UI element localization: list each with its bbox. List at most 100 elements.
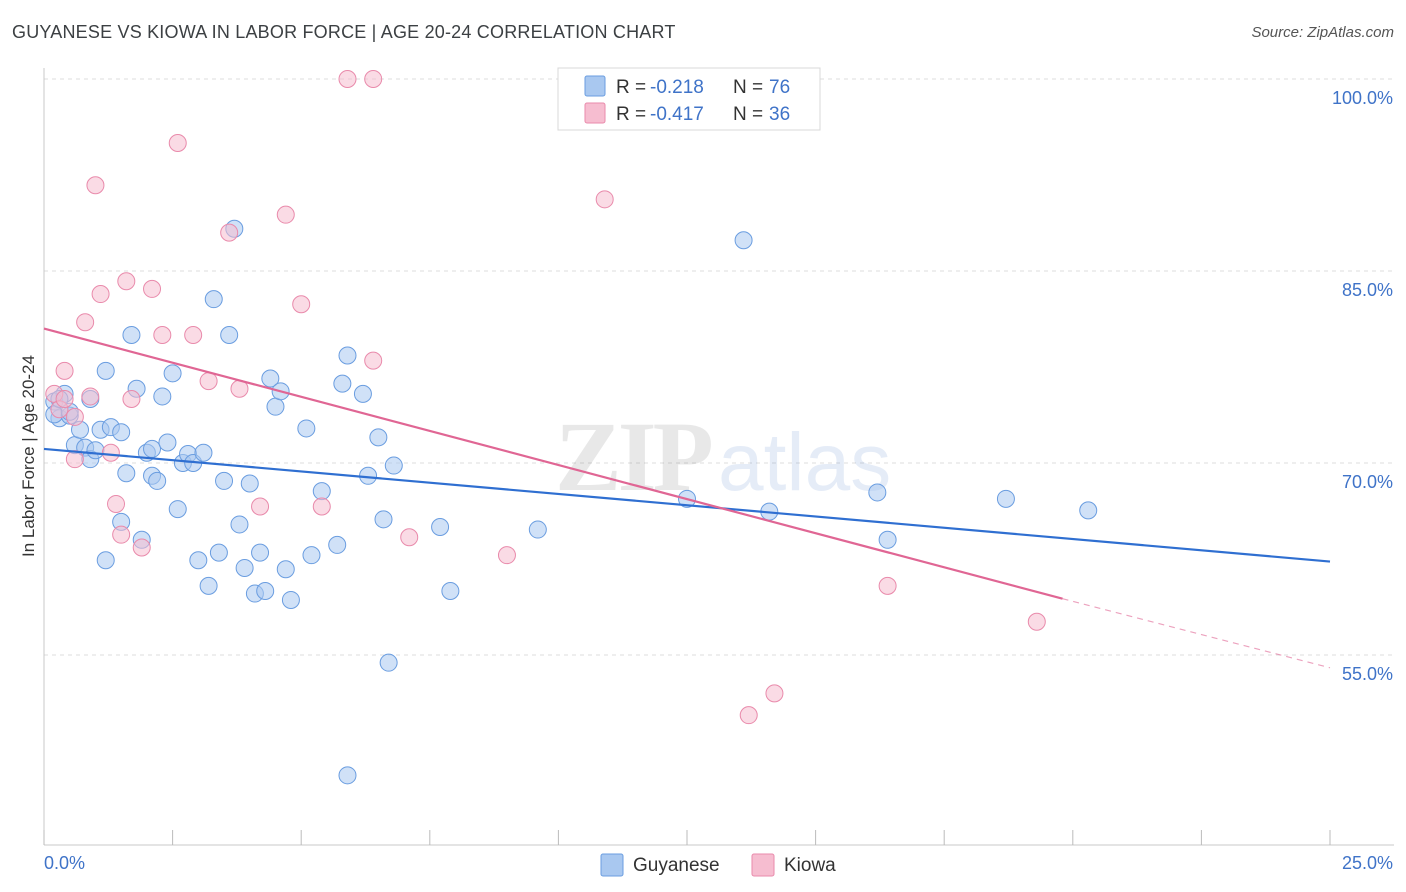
kiowa-point	[112, 525, 131, 544]
guyanese-point	[96, 551, 115, 570]
bottom-legend-swatch-kiowa	[751, 853, 775, 877]
kiowa-trend-line-extension	[1062, 598, 1331, 669]
kiowa-point	[55, 390, 74, 408]
kiowa-point	[76, 313, 95, 332]
legend-r-label-guyanese: R =	[616, 77, 646, 98]
chart-title: GUYANESE VS KIOWA IN LABOR FORCE | AGE 2…	[12, 22, 676, 42]
guyanese-point	[297, 419, 316, 438]
guyanese-point	[86, 441, 105, 460]
guyanese-point	[230, 515, 249, 534]
guyanese-point	[148, 471, 167, 490]
kiowa-point	[101, 443, 120, 462]
kiowa-trend-line	[43, 327, 1063, 600]
kiowa-point	[312, 497, 331, 516]
guyanese-point	[204, 290, 223, 309]
kiowa-point	[251, 497, 270, 516]
guyanese-point	[338, 346, 357, 365]
legend-n-label-guyanese: N =	[733, 77, 763, 98]
kiowa-point	[220, 223, 239, 242]
guyanese-point	[240, 474, 259, 493]
guyanese-point	[734, 231, 753, 250]
chart-source: Source: ZipAtlas.com	[1251, 24, 1394, 41]
guyanese-trend-line	[43, 447, 1331, 563]
kiowa-point	[81, 387, 100, 406]
guyanese-point	[996, 489, 1015, 508]
legend-n-label-kiowa: N =	[733, 104, 763, 125]
guyanese-point	[199, 576, 218, 595]
legend-swatch-guyanese	[584, 75, 606, 97]
guyanese-point	[117, 464, 136, 483]
x-tick-labels: 0.0% 25.0%	[44, 853, 1393, 873]
guyanese-point	[261, 369, 280, 388]
y-tick-label: 55.0%	[1342, 664, 1393, 684]
guyanese-point	[158, 433, 177, 452]
data-points	[45, 70, 1098, 785]
guyanese-point	[209, 543, 228, 562]
kiowa-point	[168, 134, 187, 152]
guyanese-point	[251, 543, 270, 562]
kiowa-point	[91, 285, 110, 304]
guyanese-point	[112, 423, 131, 442]
guyanese-point	[379, 653, 398, 672]
zipatlas-watermark: ZIP atlas	[555, 401, 891, 512]
guyanese-point	[441, 582, 460, 600]
legend-r-label-kiowa: R =	[616, 104, 646, 125]
y-tick-label: 70.0%	[1342, 472, 1393, 492]
guyanese-point	[153, 387, 172, 406]
kiowa-point	[117, 272, 136, 291]
guyanese-point	[194, 443, 213, 462]
kiowa-point	[276, 205, 295, 224]
kiowa-point	[364, 351, 383, 370]
y-tick-label: 85.0%	[1342, 280, 1393, 300]
guyanese-point	[384, 456, 403, 475]
x-tick-label-min: 0.0%	[44, 853, 85, 873]
bottom-legend-label-kiowa: Kiowa	[784, 855, 836, 876]
bottom-legend-swatch-guyanese	[600, 853, 624, 877]
y-tick-labels: 55.0% 70.0% 85.0% 100.0%	[1332, 88, 1393, 684]
trend-lines	[43, 327, 1331, 669]
guyanese-point	[878, 530, 897, 549]
guyanese-point	[256, 582, 275, 600]
axes	[43, 68, 1394, 846]
guyanese-point	[276, 560, 295, 579]
legend-r-value-guyanese: -0.218	[650, 77, 704, 98]
guyanese-point	[122, 326, 141, 344]
y-axis-title: In Labor Force | Age 20-24	[19, 355, 38, 557]
guyanese-point	[235, 558, 254, 577]
kiowa-point	[595, 190, 614, 209]
kiowa-point	[65, 407, 84, 426]
kiowa-point	[86, 176, 105, 195]
guyanese-point	[328, 535, 347, 554]
guyanese-point	[312, 482, 331, 501]
legend-n-value-kiowa: 36	[769, 104, 790, 125]
correlation-legend: R = -0.218 N = 76 R = -0.417 N = 36	[557, 67, 821, 131]
kiowa-point	[1027, 612, 1046, 631]
kiowa-point	[184, 326, 203, 344]
y-tick-label: 100.0%	[1332, 88, 1393, 108]
legend-n-value-guyanese: 76	[769, 77, 790, 98]
kiowa-point	[122, 390, 141, 408]
kiowa-point	[55, 361, 74, 380]
guyanese-point	[302, 546, 321, 565]
guyanese-point	[353, 384, 372, 403]
kiowa-point	[143, 279, 162, 298]
guyanese-point	[431, 518, 450, 536]
kiowa-point	[497, 546, 516, 565]
guyanese-point	[528, 520, 547, 539]
guyanese-point	[220, 326, 239, 344]
kiowa-point	[132, 538, 151, 557]
kiowa-point	[199, 372, 218, 391]
guyanese-point	[266, 397, 285, 416]
guyanese-point	[333, 374, 352, 393]
kiowa-point	[400, 528, 419, 547]
guyanese-point	[1079, 501, 1098, 520]
guyanese-point	[374, 510, 393, 529]
x-tick-label-max: 25.0%	[1342, 853, 1393, 873]
kiowa-point	[107, 494, 126, 513]
kiowa-point	[292, 295, 311, 314]
guyanese-point	[96, 361, 115, 380]
kiowa-point	[765, 684, 784, 703]
guyanese-point	[868, 483, 887, 502]
guyanese-point	[281, 590, 300, 609]
